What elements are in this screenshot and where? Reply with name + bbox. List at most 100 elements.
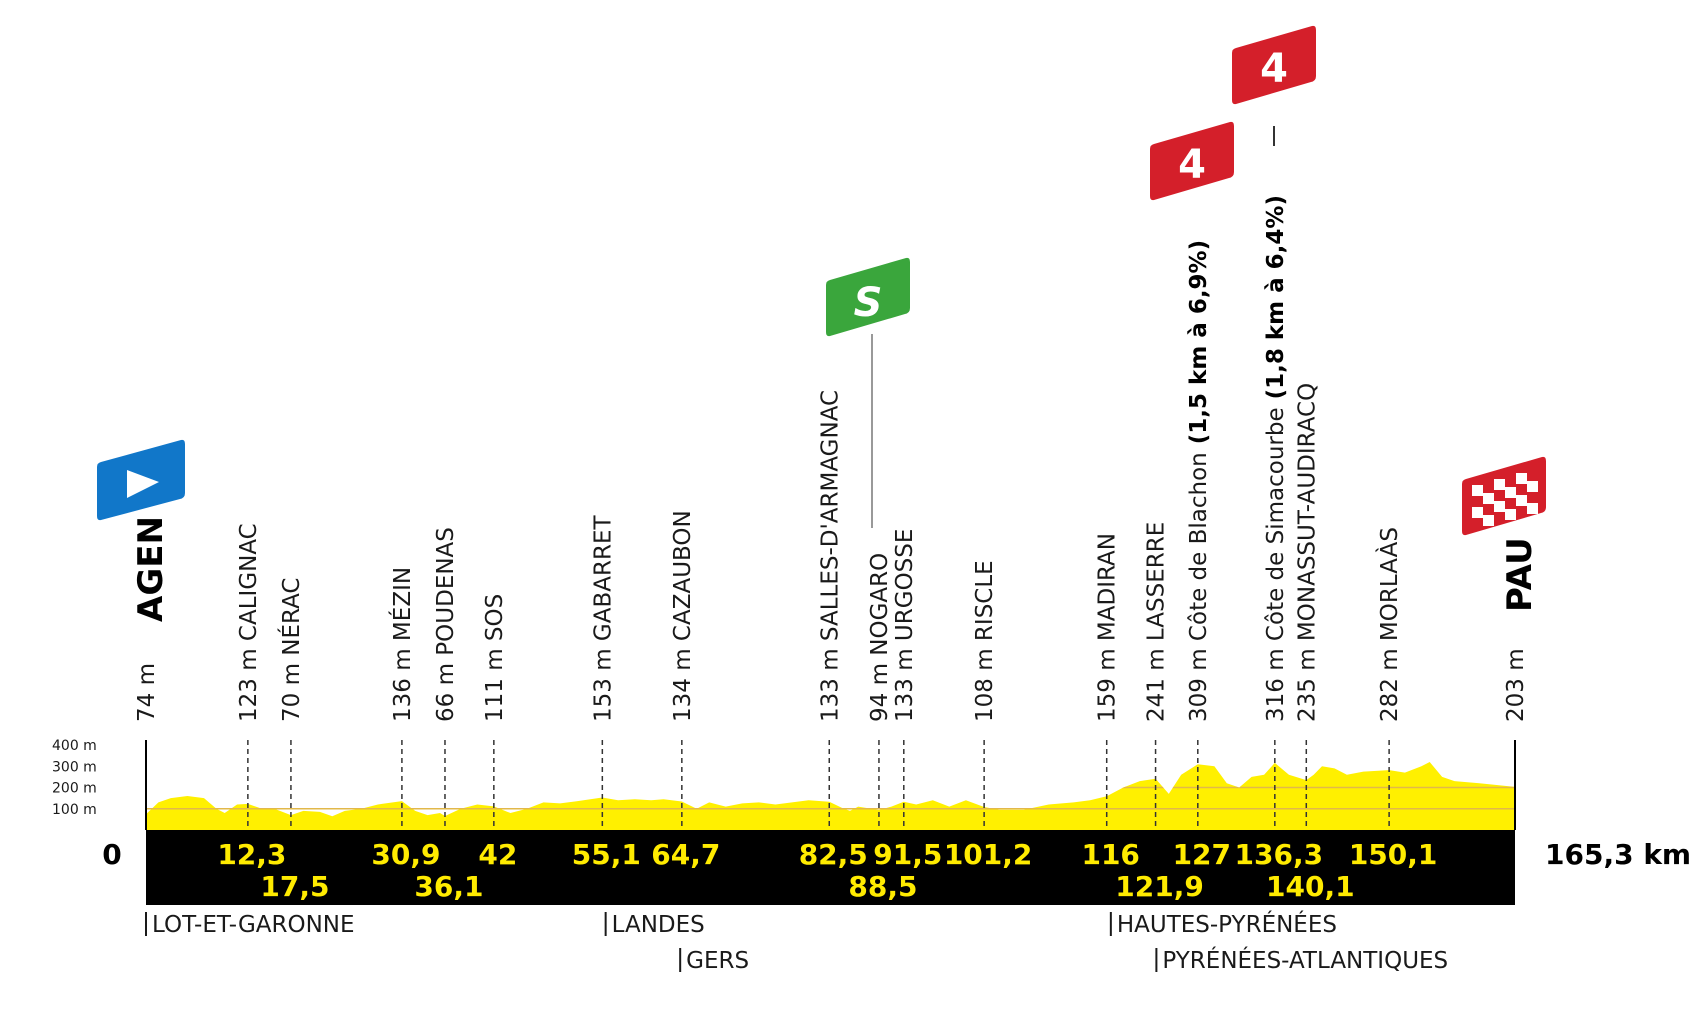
waypoint-name: NOGARO — [867, 553, 893, 656]
waypoint-name: POUDENAS — [433, 527, 459, 656]
checker-square — [1472, 507, 1483, 518]
waypoint-label: 241 m LASSERRE — [1144, 522, 1170, 722]
waypoint-altitude: 153 m — [590, 641, 616, 722]
checker-square — [1494, 479, 1505, 490]
start-flag — [97, 439, 185, 521]
waypoint-altitude: 108 m — [972, 641, 998, 722]
waypoint-name-text: 70 m NÉRAC — [277, 578, 305, 722]
department-label: PYRÉNÉES-ATLANTIQUES — [1155, 946, 1448, 974]
checker-square — [1483, 515, 1494, 526]
waypoint-label: 136 m MÉZIN — [388, 567, 416, 722]
sprint-icon: S — [854, 280, 883, 326]
waypoint-km-label: 116 — [1081, 838, 1139, 871]
climb-info: (1,5 km à 6,9%) — [1186, 240, 1212, 452]
climb-category: 4 — [1178, 142, 1206, 188]
city-name: PAU — [1500, 537, 1540, 612]
checker-square — [1494, 501, 1505, 512]
waypoint-km-label: 101,2 — [944, 838, 1033, 871]
waypoint-altitude: 111 m — [482, 641, 508, 722]
elevation-tick-label: 300 m — [52, 759, 97, 775]
waypoint-label: 94 m NOGARO — [867, 553, 893, 722]
department-name: LOT-ET-GARONNE — [152, 912, 355, 938]
department-label: GERS — [679, 948, 749, 974]
city-name: AGEN — [131, 516, 171, 622]
waypoint-name-text: 134 m CAZAUBON — [670, 510, 696, 722]
waypoint-km-label: 30,9 — [371, 838, 440, 871]
waypoint-km-label: 64,7 — [651, 838, 720, 871]
elevation-axis: 100 m 200 m 300 m 400 m — [52, 738, 97, 818]
waypoint-name-text: 133 m URGOSSE — [892, 529, 918, 722]
waypoint-label: 108 m RISCLE — [972, 560, 998, 722]
finish-flag — [1462, 456, 1546, 536]
waypoint-label: 203 m PAU — [1500, 537, 1540, 722]
waypoint-name: MONASSUT-AUDIRACQ — [1294, 383, 1320, 641]
waypoint-name: MADIRAN — [1095, 533, 1121, 641]
waypoint-name: Côte de Blachon — [1186, 452, 1212, 641]
checker-square — [1505, 509, 1516, 520]
waypoint-km-label: 91,5 — [873, 838, 942, 871]
waypoint-altitude: 282 m — [1377, 641, 1403, 722]
waypoint-name: CALIGNAC — [236, 523, 262, 641]
waypoint-label: 235 m MONASSUT-AUDIRACQ — [1294, 383, 1320, 722]
checker-square — [1516, 495, 1527, 506]
department-label: LANDES — [604, 912, 705, 938]
checker-square — [1483, 493, 1494, 504]
waypoint-altitude: 134 m — [670, 641, 696, 722]
waypoint-name: CAZAUBON — [670, 510, 696, 641]
waypoint-label: 74 m AGEN — [131, 516, 171, 722]
department-label: LOT-ET-GARONNE — [145, 912, 355, 938]
waypoint-name: RISCLE — [972, 560, 998, 641]
waypoint-name: SOS — [482, 594, 508, 641]
waypoint-km-label: 55,1 — [572, 838, 641, 871]
waypoint-altitude: 241 m — [1144, 641, 1170, 722]
waypoint-label: 309 m Côte de Blachon (1,5 km à 6,9%) — [1186, 240, 1212, 722]
waypoint-label: 133 m URGOSSE — [892, 529, 918, 722]
climb-flag: 4 — [1150, 121, 1234, 201]
waypoint-label: 134 m CAZAUBON — [670, 510, 696, 722]
stage-flags: S 4 4 — [97, 25, 1546, 536]
start-km-label: 0 — [102, 838, 121, 871]
department-label: HAUTES-PYRÉNÉES — [1109, 910, 1337, 938]
waypoint-markers: 74 m AGEN 123 m CALIGNAC 70 m NÉRAC 136 m MÉ… — [131, 195, 1540, 830]
waypoint-name: SALLES-D'ARMAGNAC — [817, 390, 843, 641]
waypoint-altitude: 235 m — [1294, 641, 1320, 722]
waypoint-name-text: 136 m MÉZIN — [388, 567, 416, 722]
waypoint-label: 153 m GABARRET — [590, 514, 616, 722]
sprint-flag: S — [826, 257, 910, 337]
waypoint-name: URGOSSE — [892, 529, 918, 641]
waypoint-name: Côte de Simacourbe — [1263, 407, 1289, 641]
department-name: HAUTES-PYRÉNÉES — [1117, 910, 1337, 938]
climb-category: 4 — [1260, 46, 1288, 92]
waypoint-altitude: 123 m — [236, 641, 262, 722]
waypoint-km-label: 36,1 — [414, 870, 483, 903]
waypoint-name-text: 159 m MADIRAN — [1095, 533, 1121, 722]
play-icon — [127, 470, 159, 498]
waypoint-altitude: 94 m — [867, 656, 893, 722]
waypoint-name-text: 133 m SALLES-D'ARMAGNAC — [817, 390, 843, 722]
waypoint-label: 133 m SALLES-D'ARMAGNAC — [817, 390, 843, 722]
waypoint-name: LASSERRE — [1144, 522, 1170, 641]
elevation-tick-label: 100 m — [52, 802, 97, 818]
waypoint-name-text: 108 m RISCLE — [972, 560, 998, 722]
waypoint-altitude: 316 m — [1263, 641, 1289, 722]
climb-info: (1,8 km à 6,4%) — [1263, 195, 1289, 407]
waypoint-km-label: 88,5 — [848, 870, 917, 903]
profile-area-fill — [146, 762, 1515, 830]
distance-band: 0 165,3 km 12,317,5 30,936,142 55,1 64,7 82,58… — [102, 830, 1691, 905]
waypoint-altitude: 133 m — [817, 641, 843, 722]
department-name: PYRÉNÉES-ATLANTIQUES — [1162, 946, 1448, 974]
waypoint-label: 123 m CALIGNAC — [236, 523, 262, 722]
waypoint-label: 159 m MADIRAN — [1095, 533, 1121, 722]
waypoint-name-text: 94 m NOGARO — [867, 553, 893, 722]
waypoint-name-text: 123 m CALIGNAC — [236, 523, 262, 722]
waypoint-altitude: 309 m — [1186, 641, 1212, 722]
waypoint-altitude: 74 m — [134, 663, 160, 722]
waypoint-km-label: 121,9 — [1115, 870, 1204, 903]
waypoint-name-text: 282 m MORLAÀS — [1375, 527, 1403, 722]
waypoint-name: MÉZIN — [388, 567, 416, 641]
waypoint-km-label: 127 — [1173, 838, 1231, 871]
checker-square — [1516, 473, 1527, 484]
waypoint-name-text: 241 m LASSERRE — [1144, 522, 1170, 722]
waypoint-altitude: 70 m — [279, 656, 305, 722]
waypoint-name: GABARRET — [590, 514, 616, 641]
